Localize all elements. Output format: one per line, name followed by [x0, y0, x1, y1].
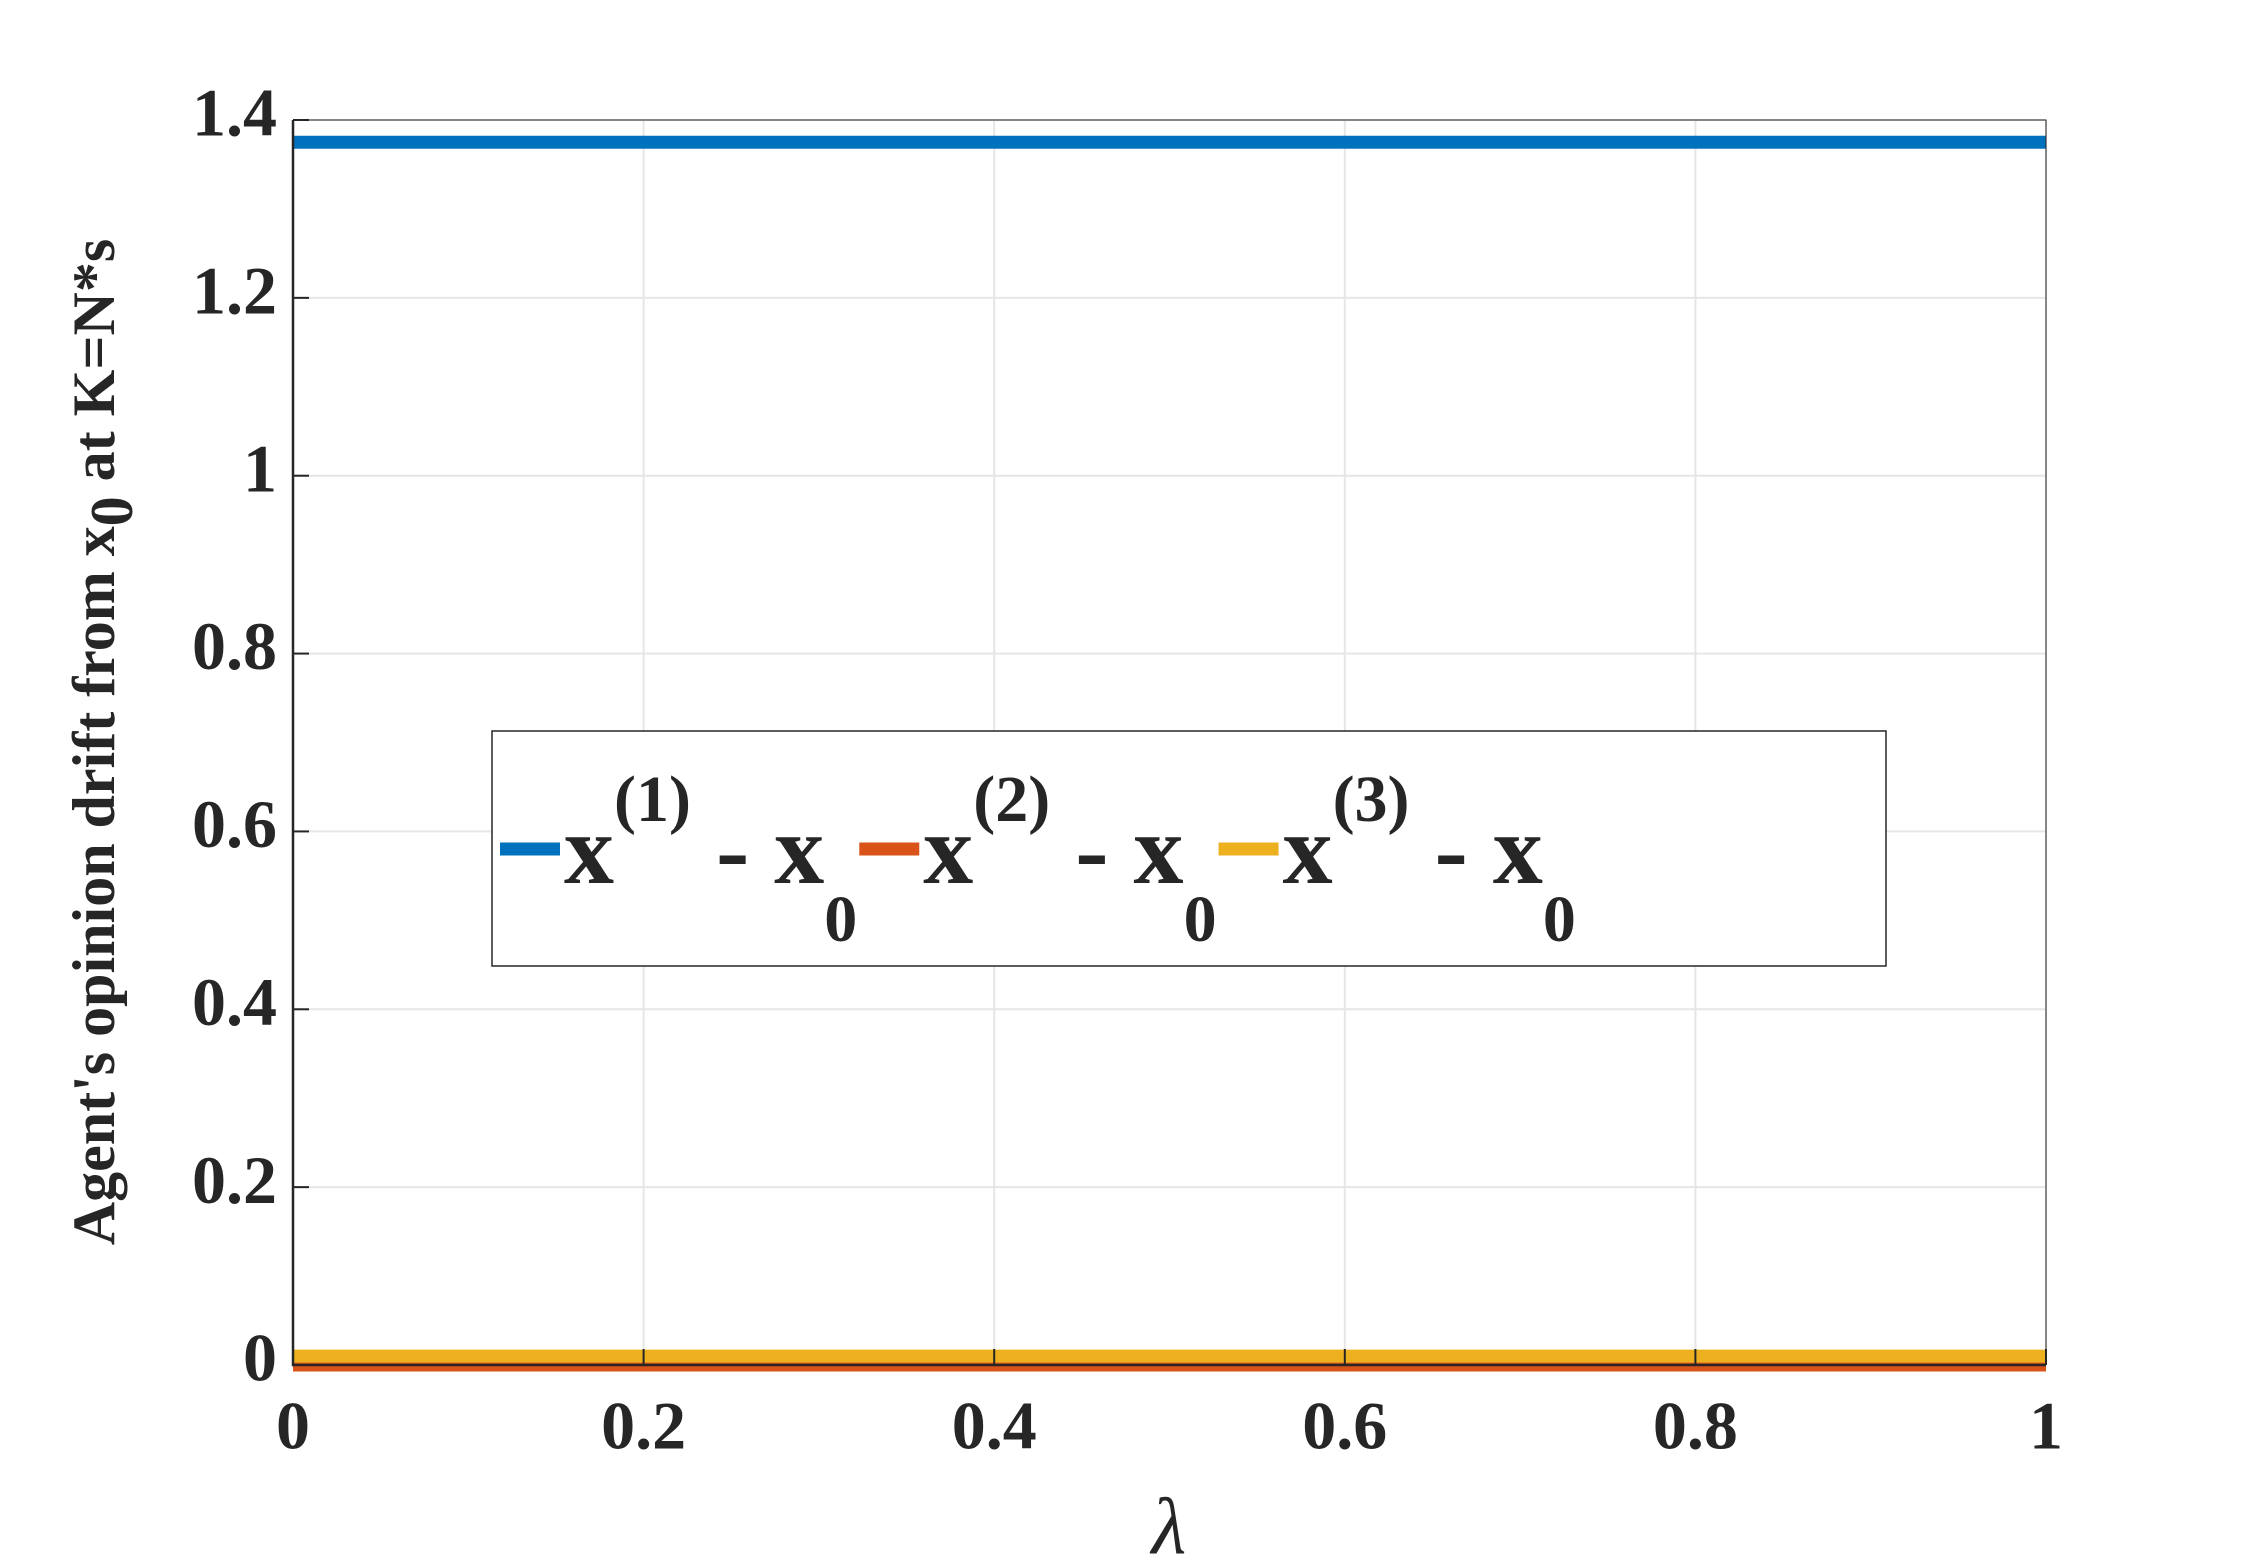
- y-tick-label: 0.8: [192, 608, 277, 684]
- legend-label: x(3) - x0: [1283, 763, 1576, 956]
- y-tick-label: 0: [243, 1320, 277, 1396]
- y-tick-label: 1.4: [192, 75, 277, 151]
- y-tick-label: 0.2: [192, 1142, 277, 1218]
- x-axis-label: λ: [1150, 1483, 1187, 1568]
- y-tick-label: 0.4: [192, 964, 277, 1040]
- legend-label: x(1) - x0: [564, 763, 857, 956]
- legend-box: [491, 730, 1887, 967]
- y-tick-label: 0.6: [192, 786, 277, 862]
- x-tick-label: 0: [276, 1388, 310, 1464]
- axis-lines: [291, 120, 2046, 1367]
- x-tick-label: 0.4: [952, 1388, 1037, 1464]
- y-tick-label: 1: [243, 430, 277, 506]
- x-tick-label: 0.8: [1653, 1388, 1738, 1464]
- axes: 0 0.2 0.4 0.6 0.8 1 1.2 1.4 0 0.2 0.4 0.6 0.8 1: [192, 75, 2063, 1464]
- plot-frame: [293, 119, 2047, 1365]
- legend: x(1) - x0 x(2) - x0 x(3) - x0: [491, 730, 1887, 967]
- y-tick-label: 1.2: [192, 252, 277, 328]
- x-tick-label: 0.6: [1302, 1388, 1387, 1464]
- x-tick-label: 1: [2029, 1388, 2063, 1464]
- legend-label: x(2) - x0: [923, 763, 1216, 956]
- x-tick-label: 0.2: [601, 1388, 686, 1464]
